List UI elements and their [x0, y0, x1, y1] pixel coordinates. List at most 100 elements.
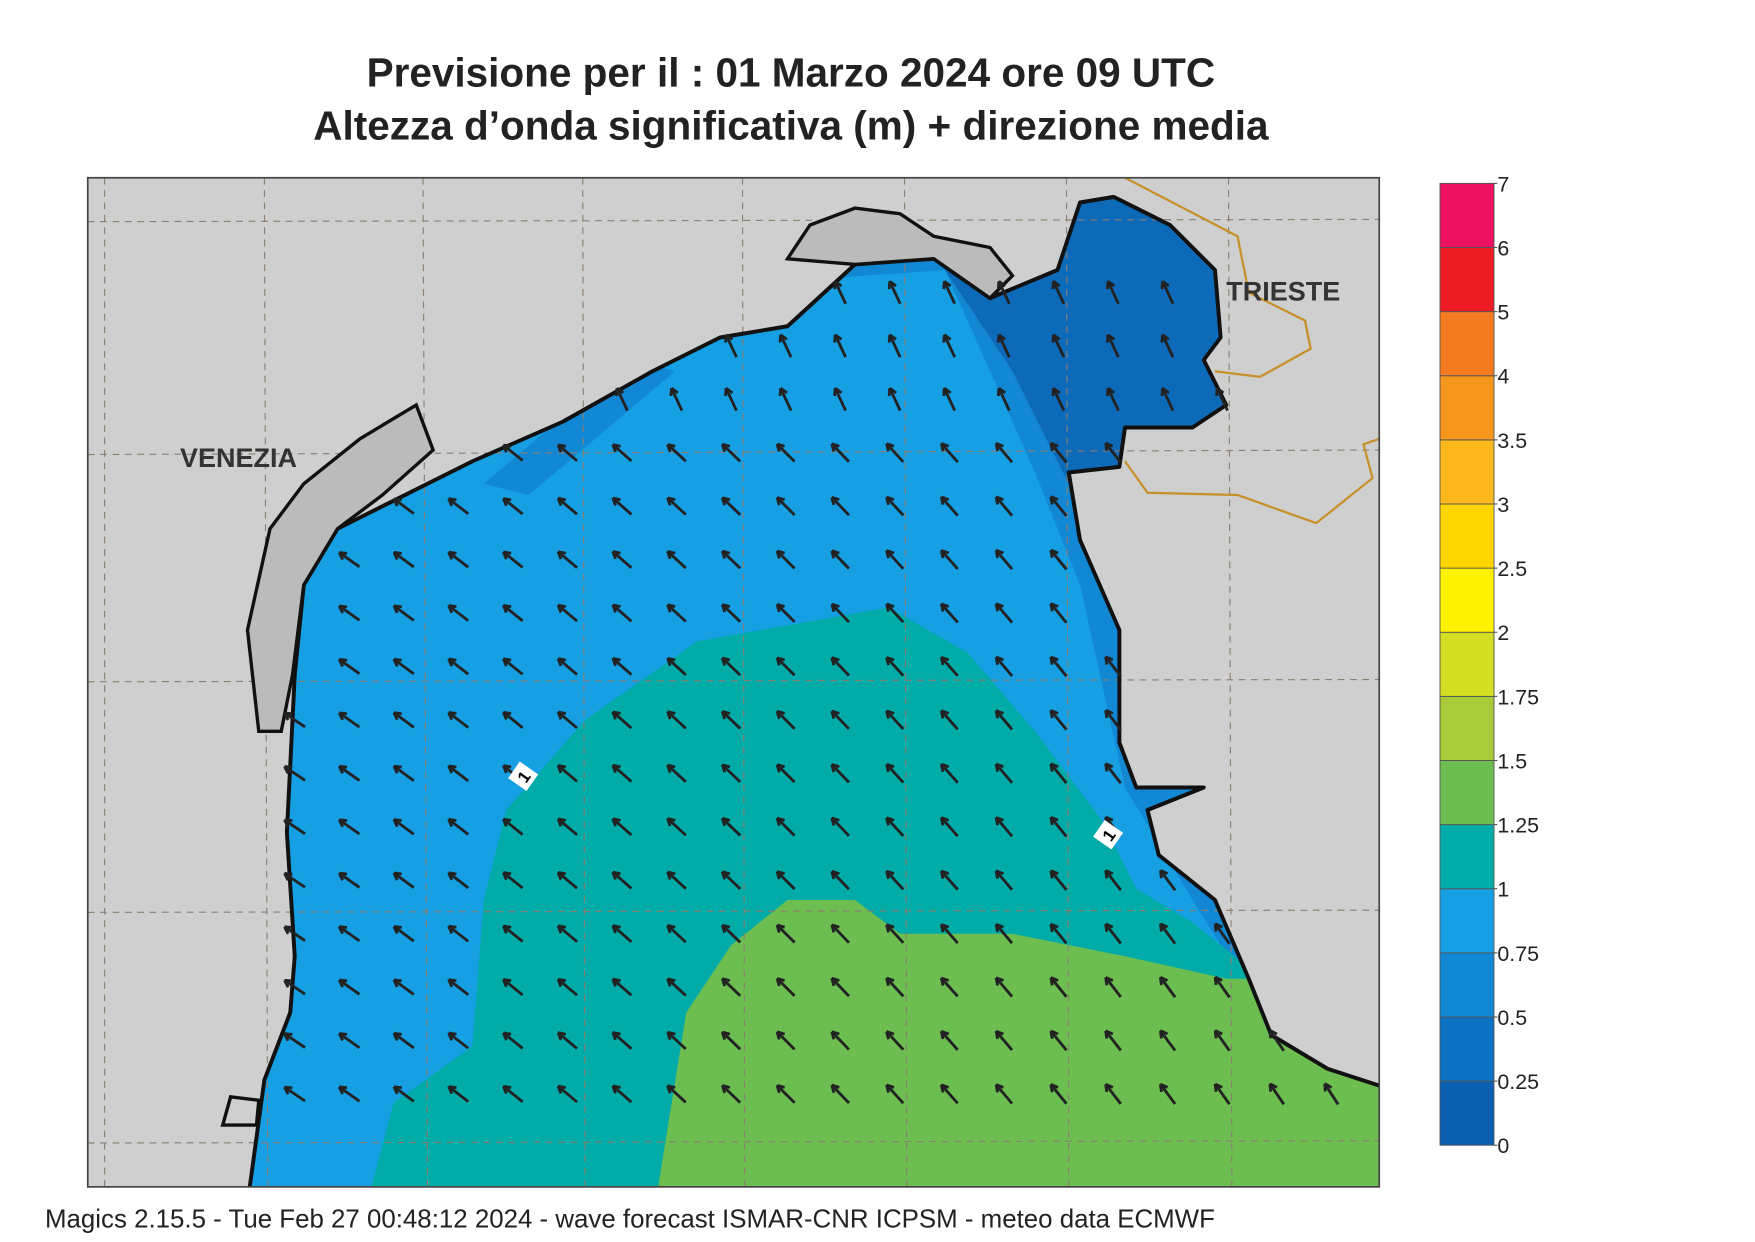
colorbar-label: 1.75	[1497, 685, 1539, 709]
arrow-head	[942, 280, 952, 290]
colorbar-bin	[1439, 760, 1495, 826]
arrow-shaft	[721, 1084, 742, 1104]
arrow-head	[939, 762, 950, 773]
arrow-head	[885, 1030, 895, 1040]
arrow-shaft	[721, 870, 742, 890]
arrow-shaft	[393, 978, 415, 996]
arrow-head	[502, 657, 512, 667]
arrow-shaft	[721, 496, 742, 516]
arrow-head	[994, 762, 1004, 772]
contour-label: 1	[508, 761, 539, 791]
colorbar-bin	[1439, 1080, 1495, 1146]
arrow-shaft	[995, 869, 1014, 891]
arrow-shaft	[830, 1030, 850, 1051]
arrow-head	[833, 280, 843, 290]
arrow-head	[283, 711, 293, 721]
arrow-shaft	[393, 1085, 415, 1103]
arrow-head	[994, 495, 1004, 505]
arrow-head	[833, 387, 843, 397]
arrow-shaft	[393, 925, 415, 943]
arrow-shaft	[666, 550, 687, 570]
arrow-shaft	[885, 496, 905, 517]
arrow-head	[885, 549, 895, 559]
arrow-head	[887, 333, 897, 343]
arrow-shaft	[940, 549, 959, 570]
arrow-shaft	[830, 870, 850, 891]
arrow-head	[447, 550, 457, 560]
arrow-head	[666, 496, 676, 506]
arrow-head	[1158, 1029, 1169, 1039]
arrow-shaft	[724, 387, 738, 412]
contour-label: 1	[1093, 820, 1124, 850]
arrow-head	[830, 442, 840, 452]
arrow-shaft	[447, 604, 470, 622]
arrow-head	[392, 871, 402, 881]
arrow-shaft	[1161, 334, 1175, 358]
colorbar-bin	[1439, 888, 1495, 954]
arrow-shaft	[447, 711, 470, 729]
colorbar-label: 1.25	[1497, 814, 1539, 838]
arrow-head	[283, 925, 293, 935]
colorbar-label: 3	[1497, 493, 1509, 517]
arrow-shaft	[338, 1032, 361, 1049]
arrow-head	[502, 603, 512, 614]
arrow-head	[775, 977, 786, 987]
arrow-shaft	[666, 496, 687, 516]
arrow-shaft	[393, 764, 415, 782]
arrow-head	[556, 817, 567, 827]
arrow-head	[337, 711, 348, 721]
arrow-head	[502, 1084, 512, 1095]
arrow-shaft	[997, 387, 1011, 412]
arrow-shaft	[666, 1084, 687, 1104]
place-label: VENEZIA	[180, 443, 297, 473]
arrow-head	[775, 1030, 786, 1040]
arrow-shaft	[557, 657, 578, 676]
arrow-shaft	[611, 710, 633, 730]
arrow-shaft	[670, 387, 684, 412]
arrow-shaft	[557, 871, 578, 890]
map-frame	[86, 176, 1381, 1188]
arrow-head	[337, 925, 348, 935]
arrow-shaft	[830, 816, 850, 837]
arrow-head	[283, 871, 293, 882]
arrow-head	[939, 549, 950, 559]
arrow-head	[1104, 976, 1114, 986]
arrow-head	[392, 657, 402, 667]
colorbar-label: 3.5	[1497, 429, 1527, 453]
arrow-head	[885, 869, 895, 880]
arrow-shaft	[393, 711, 415, 729]
colorbar-label: 6	[1497, 236, 1509, 260]
arrow-head	[1268, 1082, 1278, 1092]
colorbar-label: 2	[1497, 621, 1509, 645]
border	[1124, 177, 1380, 525]
arrow-head	[775, 549, 786, 559]
arrow-shaft	[995, 549, 1014, 571]
arrow-head	[830, 923, 840, 933]
arrow-head	[720, 603, 731, 613]
arrow-head	[611, 496, 621, 506]
arrow-head	[885, 976, 895, 987]
arrow-shaft	[447, 1085, 470, 1103]
arrow-head	[1268, 1029, 1278, 1039]
arrow-shaft	[830, 977, 850, 998]
arrow-head	[939, 495, 950, 505]
arrow-shaft	[833, 334, 847, 358]
arrow-head	[392, 1031, 402, 1042]
arrow-head	[447, 978, 457, 988]
arrow-head	[885, 442, 895, 452]
arrow-shaft	[1049, 495, 1068, 517]
arrow-head	[666, 1030, 676, 1041]
title: Previsione per il : 01 Marzo 2024 ore 09…	[367, 50, 1216, 96]
arrow-head	[556, 657, 567, 667]
arrow-shaft	[666, 603, 687, 623]
arrow-shaft	[1161, 280, 1175, 305]
arrow-head	[775, 923, 786, 933]
colorbar-bin	[1439, 631, 1495, 697]
arrow-shaft	[1049, 549, 1068, 571]
arrow-head	[775, 656, 786, 666]
arrow-shaft	[666, 710, 687, 730]
arrow-shaft	[885, 656, 905, 677]
arrow-head	[556, 764, 567, 774]
arrow-head	[502, 871, 512, 881]
